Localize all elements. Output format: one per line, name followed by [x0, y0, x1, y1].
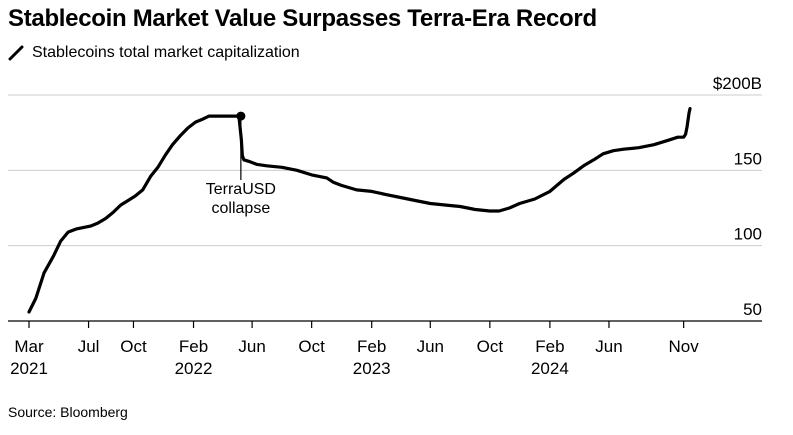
x-tick-label: Jul	[78, 337, 100, 356]
x-tick-year-label: 2023	[353, 359, 391, 378]
x-tick-label: Jun	[417, 337, 444, 356]
annotation-text: TerraUSD	[206, 181, 276, 198]
x-axis: Mar 2021 Jul Oct Feb 2022 Jun Oct Feb 2023 Jun Oct F…	[8, 320, 762, 378]
x-tick-label: Oct	[298, 337, 325, 356]
chart-title: Stablecoin Market Value Surpasses Terra-…	[8, 5, 597, 32]
x-tick-year-label: 2024	[531, 359, 569, 378]
annotation-layer: TerraUSD collapse	[206, 111, 276, 217]
grid-layer	[8, 94, 762, 247]
series-line-stablecoin-market-cap	[27, 107, 692, 314]
x-tick-label: Feb	[357, 337, 386, 356]
y-tick-label: 100	[734, 225, 762, 244]
y-axis: $200B 150 100 50	[713, 74, 762, 319]
legend-line-icon	[8, 45, 24, 61]
legend-label: Stablecoins total market capitalization	[32, 44, 300, 61]
y-tick-label: $200B	[713, 74, 762, 93]
x-tick-label: Oct	[477, 337, 504, 356]
x-tick-label: Mar	[14, 337, 44, 356]
x-tick-label: Feb	[179, 337, 208, 356]
y-tick-label: 150	[734, 149, 762, 168]
series-layer	[27, 107, 692, 314]
x-tick-year-label: 2022	[175, 359, 213, 378]
x-tick-label: Jun	[595, 337, 622, 356]
source-note: Source: Bloomberg	[8, 404, 128, 420]
x-tick-label: Jun	[238, 337, 265, 356]
annotation-text: collapse	[212, 200, 271, 217]
x-tick-year-label: 2021	[10, 359, 48, 378]
y-tick-label: 50	[743, 300, 762, 319]
x-tick-label: Oct	[120, 337, 147, 356]
x-tick-label: Feb	[535, 337, 564, 356]
x-tick-label: Nov	[669, 337, 700, 356]
annotation-marker	[236, 111, 246, 121]
legend: Stablecoins total market capitalization	[8, 44, 300, 62]
